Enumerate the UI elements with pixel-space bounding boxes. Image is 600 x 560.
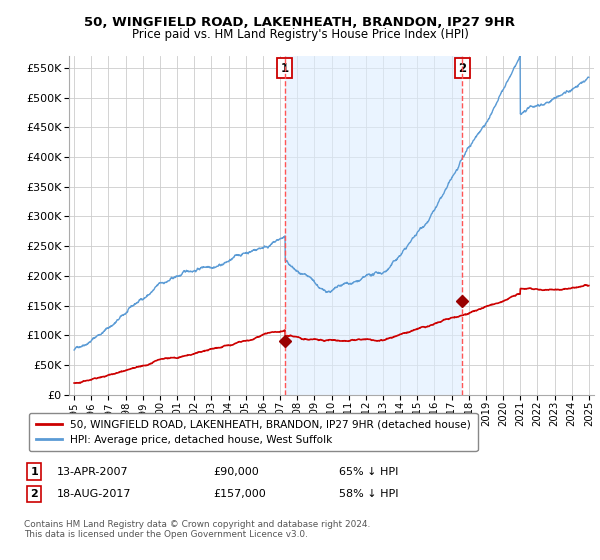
Text: 58% ↓ HPI: 58% ↓ HPI [339, 489, 398, 499]
Text: 18-AUG-2017: 18-AUG-2017 [57, 489, 131, 499]
Text: 2: 2 [458, 62, 466, 74]
Text: 1: 1 [281, 62, 289, 74]
Text: £157,000: £157,000 [213, 489, 266, 499]
Bar [285, 56, 463, 395]
Text: 50, WINGFIELD ROAD, LAKENHEATH, BRANDON, IP27 9HR: 50, WINGFIELD ROAD, LAKENHEATH, BRANDON,… [85, 16, 515, 29]
Text: Contains HM Land Registry data © Crown copyright and database right 2024.
This d: Contains HM Land Registry data © Crown c… [24, 520, 370, 539]
Text: 65% ↓ HPI: 65% ↓ HPI [339, 466, 398, 477]
Text: 1: 1 [31, 466, 38, 477]
Text: £90,000: £90,000 [213, 466, 259, 477]
Text: 2: 2 [31, 489, 38, 499]
Text: 13-APR-2007: 13-APR-2007 [57, 466, 128, 477]
Text: Price paid vs. HM Land Registry's House Price Index (HPI): Price paid vs. HM Land Registry's House … [131, 28, 469, 41]
Legend: 50, WINGFIELD ROAD, LAKENHEATH, BRANDON, IP27 9HR (detached house), HPI: Average: 50, WINGFIELD ROAD, LAKENHEATH, BRANDON,… [29, 413, 478, 451]
